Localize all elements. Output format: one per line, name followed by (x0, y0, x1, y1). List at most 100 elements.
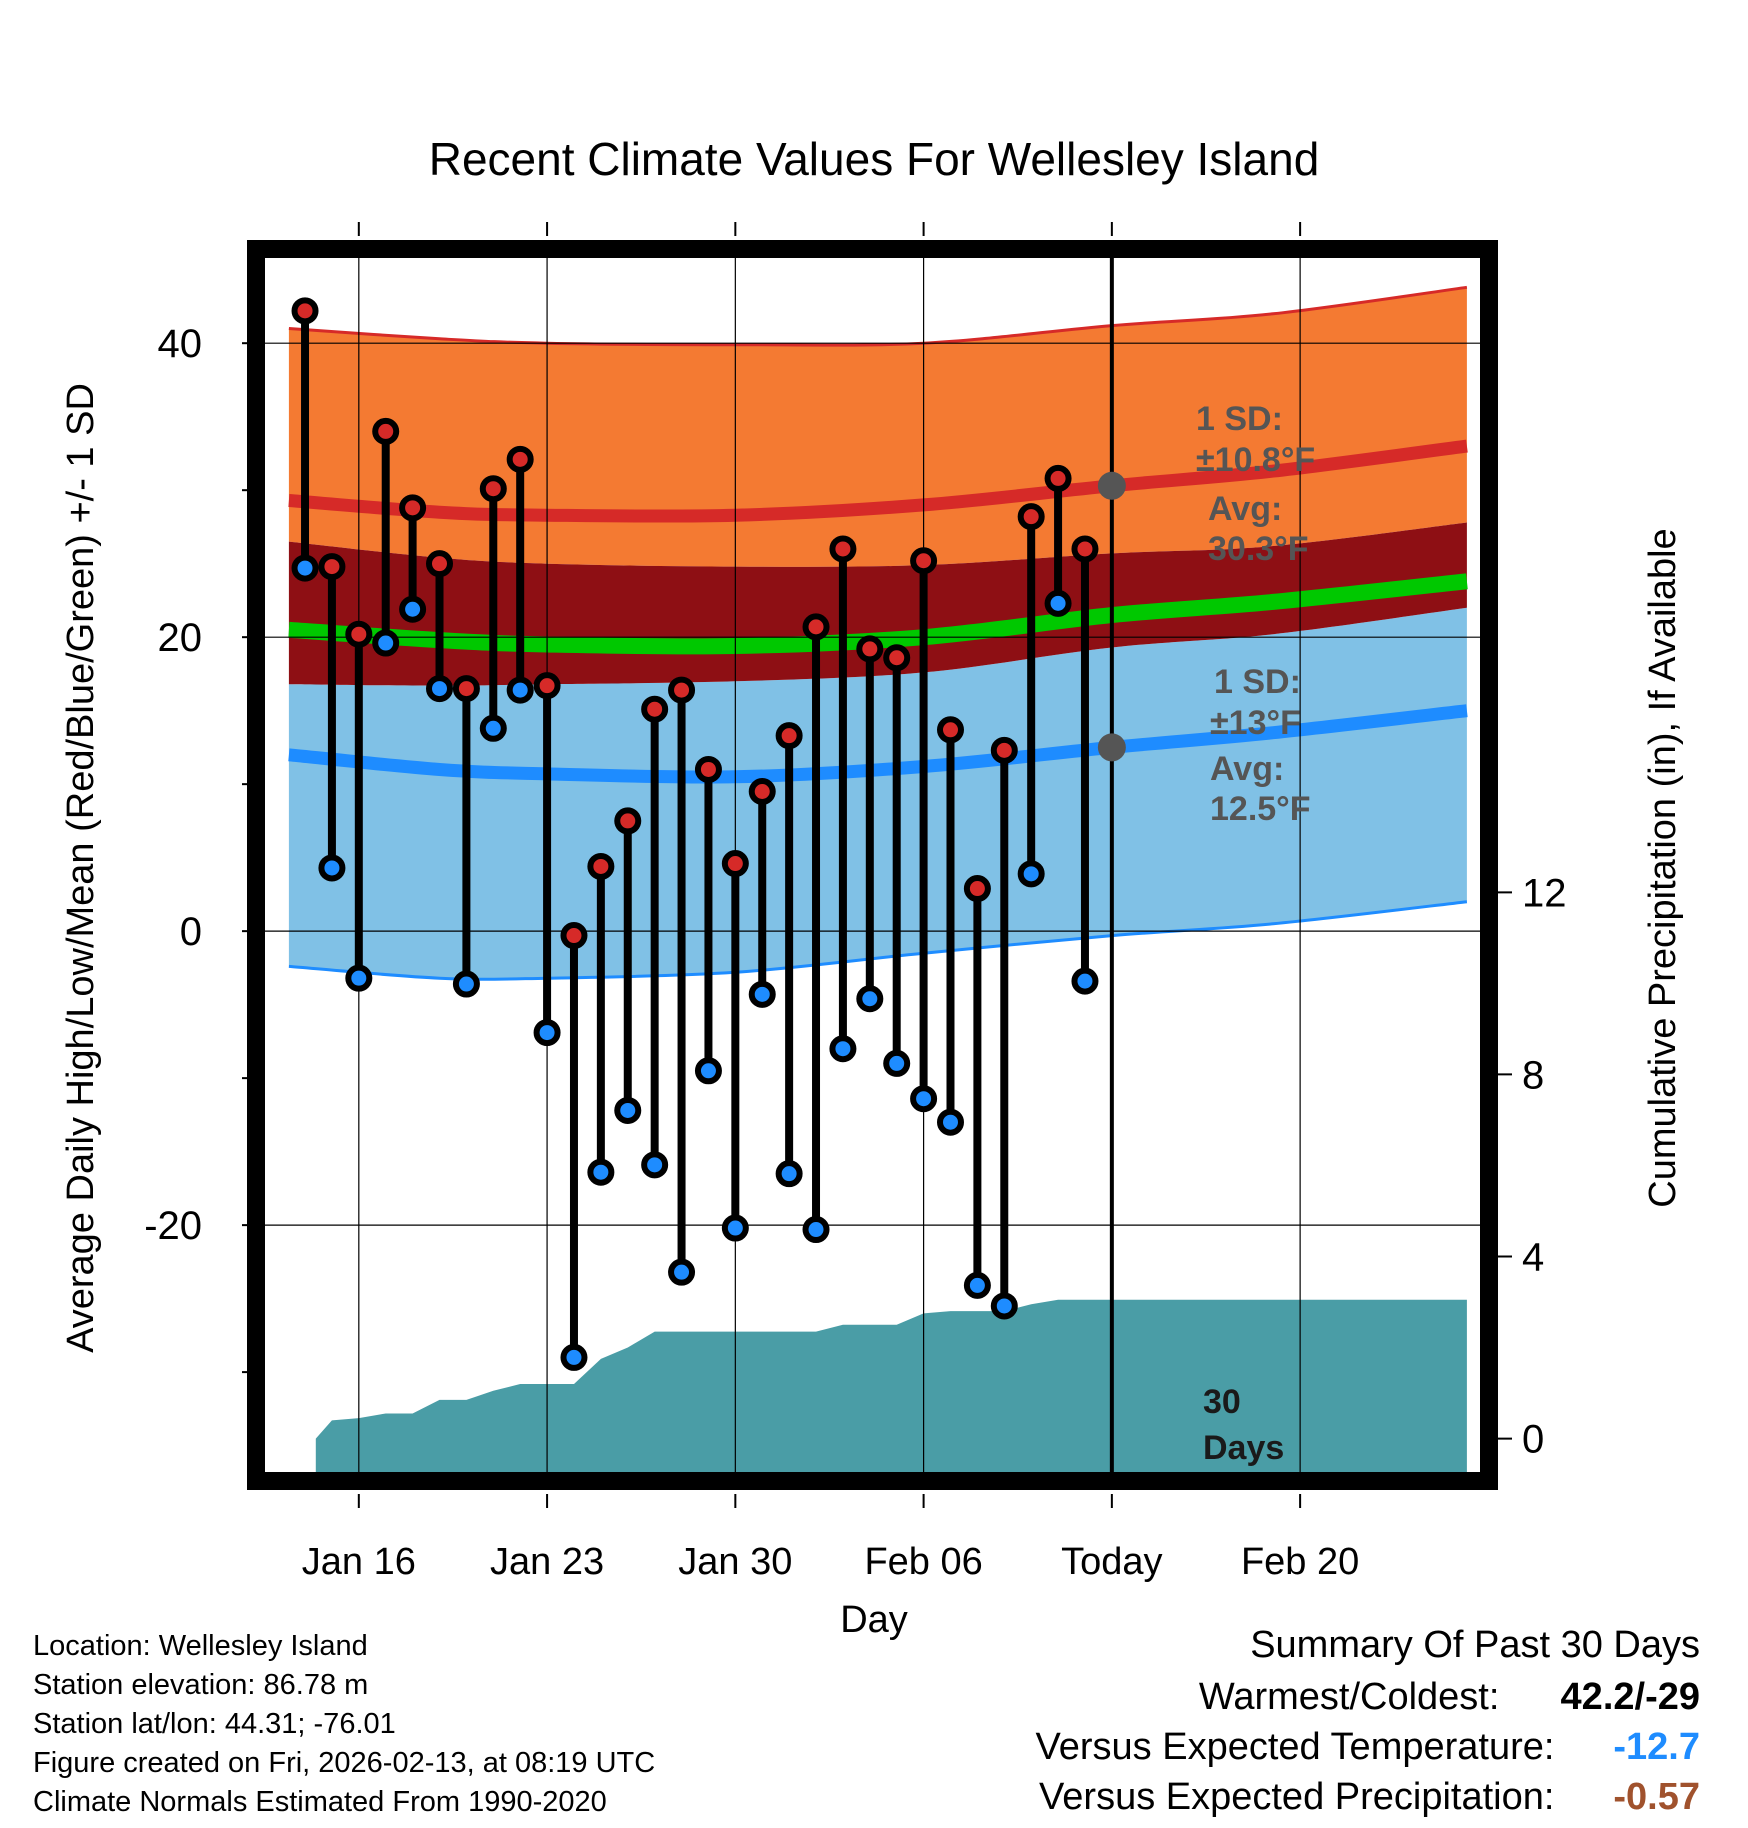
warm-cold-value: 42.2/-29 (1560, 1676, 1700, 1718)
daily-high-point (291, 297, 319, 325)
daily-high-point (910, 547, 938, 575)
daily-high-point (936, 716, 964, 744)
daily-high-point (883, 644, 911, 672)
normal-low-line (288, 704, 1468, 784)
daily-high-point (318, 553, 346, 581)
daily-low-point (372, 629, 400, 657)
daily-high-point (721, 850, 749, 878)
latlon-text: Station lat/lon: 44.31; -76.01 (33, 1708, 396, 1740)
low-sd-value: ±13°F (1210, 704, 1301, 742)
x-tick-label: Jan 16 (302, 1541, 416, 1583)
daily-high-point (963, 875, 991, 903)
y-tick-label: 40 (158, 322, 203, 366)
normal-high-line (288, 439, 1468, 523)
y-tick-label: 20 (158, 616, 203, 660)
daily-low-point (426, 675, 454, 703)
daily-low-point (802, 1216, 830, 1244)
y2-axis-label: Cumulative Precipitation (in), If Availa… (1642, 528, 1684, 1207)
days-count-label: 30 (1203, 1383, 1241, 1421)
daily-low-point (587, 1158, 615, 1186)
daily-high-point (479, 475, 507, 503)
daily-low-point (506, 676, 534, 704)
y-tick-label: -20 (144, 1204, 202, 1248)
daily-low-point (856, 985, 884, 1013)
warm-cold-label: Warmest/Coldest: (1198, 1676, 1500, 1718)
daily-low-point (963, 1271, 991, 1299)
daily-low-point (883, 1049, 911, 1077)
daily-low-point (318, 854, 346, 882)
daily-low-point (479, 714, 507, 742)
daily-low-point (1071, 967, 1099, 995)
vs-temp-value: -12.7 (1613, 1726, 1700, 1768)
high-avg-value: 30.3°F (1208, 530, 1309, 568)
daily-low-point (721, 1214, 749, 1242)
high-upper-sd-line (288, 285, 1468, 347)
daily-low-point (614, 1096, 642, 1124)
daily-low-point (345, 964, 373, 992)
created-text: Figure created on Fri, 2026-02-13, at 08… (33, 1747, 656, 1779)
y2-tick-label: 8 (1522, 1053, 1544, 1097)
daily-high-point (641, 695, 669, 723)
daily-low-point (399, 595, 427, 623)
high-sd-value: ±10.8°F (1196, 441, 1315, 479)
daily-low-point (533, 1019, 561, 1047)
summary-warm-cold: Warmest/Coldest: 42.2/-29 (1199, 1678, 1700, 1716)
location-text: Location: Wellesley Island (33, 1630, 368, 1662)
low-avg-value: 12.5°F (1210, 790, 1311, 828)
x-tick-label: Jan 30 (678, 1541, 792, 1583)
x-tick-label: Jan 23 (490, 1541, 604, 1583)
daily-low-point (452, 970, 480, 998)
daily-high-point (1044, 464, 1072, 492)
high-sd-band (288, 287, 1467, 567)
daily-low-point (748, 980, 776, 1008)
daily-low-point (694, 1057, 722, 1085)
high-avg-label: Avg: (1208, 490, 1282, 528)
daily-low-point (1044, 589, 1072, 617)
daily-high-point (668, 676, 696, 704)
daily-high-point (506, 445, 534, 473)
normals-text: Climate Normals Estimated From 1990-2020 (33, 1786, 607, 1818)
x-axis-label: Day (840, 1599, 908, 1641)
daily-high-point (1071, 535, 1099, 563)
precipitation-area (315, 1299, 1467, 1475)
high-sd-label: 1 SD: (1196, 400, 1283, 438)
daily-high-point (748, 778, 776, 806)
daily-high-point (802, 613, 830, 641)
daily-low-point (641, 1151, 669, 1179)
daily-low-point (560, 1343, 588, 1371)
daily-high-point (614, 807, 642, 835)
plot-frame (247, 240, 1498, 1490)
daily-low-point (291, 554, 319, 582)
daily-low-point (990, 1292, 1018, 1320)
vs-precip-label: Versus Expected Precipitation: (1039, 1776, 1555, 1818)
daily-high-point (399, 494, 427, 522)
summary-vs-precip: Versus Expected Precipitation: -0.57 (1039, 1778, 1700, 1816)
vs-temp-label: Versus Expected Temperature: (1035, 1726, 1555, 1768)
daily-high-point (560, 922, 588, 950)
daily-high-point (587, 852, 615, 880)
daily-low-point (910, 1085, 938, 1113)
daily-high-point (775, 722, 803, 750)
daily-high-point (1017, 503, 1045, 531)
chart-title: Recent Climate Values For Wellesley Isla… (429, 133, 1320, 185)
low-avg-marker (1097, 733, 1126, 762)
elevation-text: Station elevation: 86.78 m (33, 1669, 369, 1701)
daily-low-point (936, 1108, 964, 1136)
daily-high-point (452, 675, 480, 703)
low-sd-label: 1 SD: (1214, 663, 1301, 701)
x-tick-label: Feb 06 (864, 1541, 982, 1583)
daily-high-point (829, 535, 857, 563)
summary-vs-temp: Versus Expected Temperature: -12.7 (1036, 1728, 1700, 1766)
low-sd-band (288, 607, 1467, 980)
daily-low-point (775, 1160, 803, 1188)
low-avg-label: Avg: (1210, 750, 1284, 788)
daily-high-point (345, 620, 373, 648)
y2-tick-label: 4 (1522, 1235, 1544, 1279)
daily-high-point (990, 736, 1018, 764)
x-tick-label: Today (1061, 1541, 1162, 1583)
daily-high-point (694, 755, 722, 783)
high-avg-marker (1097, 471, 1126, 500)
daily-high-point (372, 417, 400, 445)
daily-high-point (426, 550, 454, 578)
